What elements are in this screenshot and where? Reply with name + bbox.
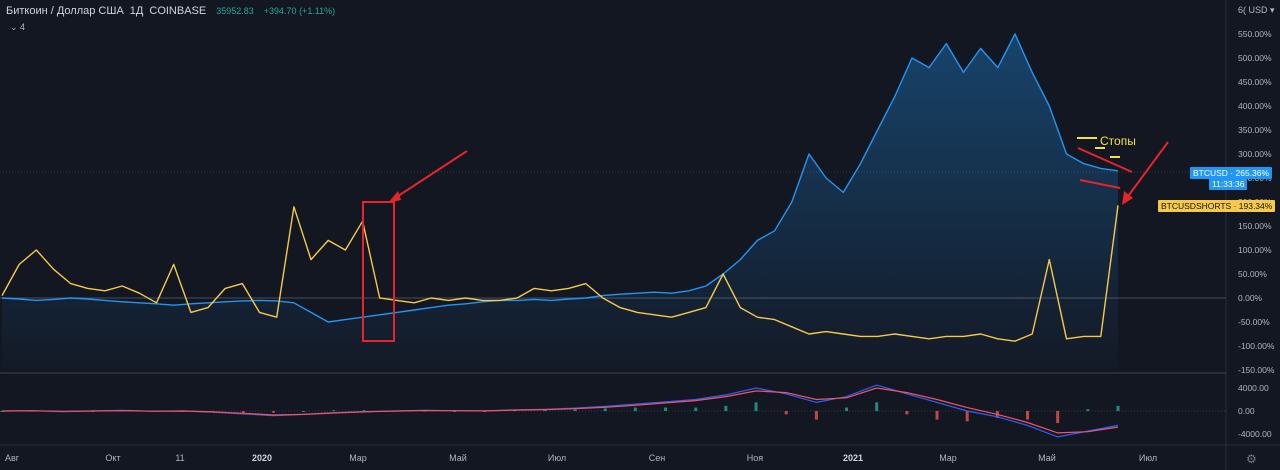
x-tick-label: Авг [5,453,20,463]
y-tick-label: 550.00% [1238,29,1272,39]
trend-line-lower [1079,179,1121,189]
x-tick-label: Ноя [747,453,764,463]
x-tick-label: Сен [649,453,666,463]
y-tick-label: 50.00% [1238,269,1267,279]
y-tick-label: 100.00% [1238,245,1272,255]
btc-area-fill [2,34,1118,370]
highlight-box [362,201,395,342]
btcusd-area [2,34,1118,370]
signal-line [1,387,1119,434]
x-tick-label: Май [1038,453,1056,463]
y-tick-label: 500.00% [1238,53,1272,63]
macd-hist-bar [543,410,547,412]
macd-hist-bar [302,411,306,412]
macd-tick-label: -4000.00 [1238,429,1272,439]
macd-hist-bar [754,402,758,411]
gear-icon[interactable]: ⚙ [1246,452,1257,466]
y-tick-label: 150.00% [1238,221,1272,231]
macd-hist-bar [694,407,698,411]
y-tick-label: 300.00% [1238,149,1272,159]
macd-hist-bar [332,410,336,412]
x-tick-label: Мар [939,453,957,463]
macd-hist-bar [784,411,788,415]
x-tick-label: Май [449,453,467,463]
macd-series [1,384,1119,438]
y-tick-label: -100.00% [1238,341,1275,351]
symbol-header[interactable]: Биткоин / Доллар США 1Д COINBASE 35952.8… [6,5,335,17]
macd-hist-bar [814,411,818,420]
y-tick-label: -150.00% [1238,365,1275,375]
btcusd-price-tag: BTCUSD · 265.36% [1190,167,1273,179]
macd-hist-bar [362,410,366,412]
macd-hist-bar [724,405,728,411]
macd-hist-bar [603,408,607,411]
arrow-shaft-2 [1125,141,1169,200]
macd-hist-bar [0,411,4,412]
macd-hist-bar [241,411,245,413]
x-tick-label: 11 [175,453,184,463]
price-change: +394.70 (+1.11%) [263,6,336,16]
currency-selector[interactable]: 6( USD ▾ [1238,5,1275,15]
main-series [1,33,1119,342]
macd-hist-bar [271,411,275,413]
x-tick-label: Июл [1139,453,1157,463]
macd-tick-label: 4000.00 [1238,383,1269,393]
macd-hist-bar [935,411,939,420]
arrow-head-1 [388,191,401,203]
macd-hist-bar [845,407,849,411]
y-tick-label: -50.00% [1238,317,1270,327]
indicator-toggle[interactable]: ⌄ 4 [10,22,26,32]
interval[interactable]: 1Д [129,5,144,17]
macd-hist-bar [875,402,879,411]
x-tick-label: Июл [548,453,566,463]
macd-hist-bar [965,411,969,422]
macd-tick-label: 0.00 [1238,406,1255,416]
btcusd-time-tag: 11:33:36 [1209,178,1248,190]
macd-hist-bar [1116,405,1120,411]
x-tick-label: Окт [105,453,120,463]
last-price: 35952.83 [216,6,254,16]
macd-hist-bar [422,410,426,412]
macd-hist-bar [452,411,456,412]
macd-hist-bar [905,411,909,415]
x-tick-label: 2020 [252,453,272,463]
symbol-title[interactable]: Биткоин / Доллар США [6,5,124,17]
macd-hist-bar [1056,411,1060,424]
arrow-head-2 [1122,191,1133,205]
time-axis[interactable]: Авг Окт 11 2020 Мар Май Июл Сен Ноя 2021 Мар Май Июл [5,453,1157,463]
trend-line-upper [1077,147,1133,173]
btcusdshorts-line [1,205,1119,342]
y-tick-label: 350.00% [1238,125,1272,135]
macd-hist-bar [664,407,668,411]
x-tick-label: 2021 [843,453,863,463]
y-tick-label: 400.00% [1238,101,1272,111]
macd-hist-bar [1086,409,1090,411]
macd-hist-bar [633,407,637,411]
exchange: COINBASE [149,5,207,17]
arrow-shaft-1 [391,150,468,201]
macd-axis[interactable]: 4000.00 0.00 -4000.00 [1238,383,1272,439]
stops-label: Стопы [1100,134,1136,148]
btcusdshorts-price-tag: BTCUSDSHORTS · 193.34% [1158,200,1276,212]
macd-histogram [0,402,1120,424]
y-tick-label: 450.00% [1238,77,1272,87]
x-tick-label: Мар [349,453,367,463]
macd-hist-bar [573,409,577,411]
y-tick-label: 0.00% [1238,293,1263,303]
macd-hist-bar [1026,411,1030,420]
